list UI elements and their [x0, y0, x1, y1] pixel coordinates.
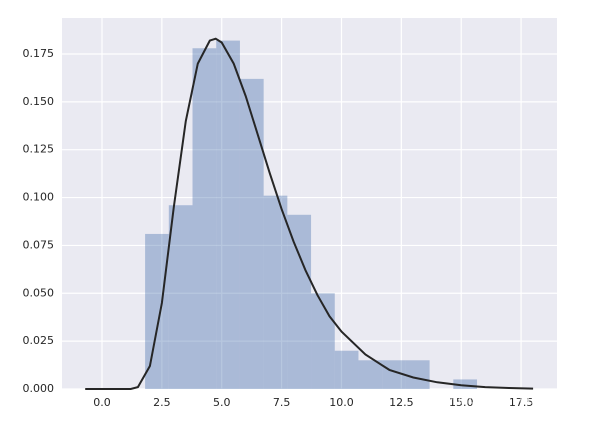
bar	[263, 195, 288, 389]
y-tick-label: 0.000	[23, 382, 55, 395]
x-tick-label: 0.0	[93, 396, 111, 409]
x-tick-label: 10.0	[329, 396, 354, 409]
bar	[382, 360, 406, 389]
x-tick-label: 12.5	[389, 396, 414, 409]
bar	[192, 48, 217, 390]
y-tick-label: 0.150	[23, 95, 55, 108]
x-tick-label: 2.5	[153, 396, 171, 409]
y-tick-label: 0.025	[23, 334, 55, 347]
bar	[453, 379, 478, 389]
x-tick-label: 7.5	[273, 396, 291, 409]
y-tick-label: 0.175	[23, 47, 55, 60]
x-tick-label: 17.5	[509, 396, 534, 409]
x-tick-label: 5.0	[213, 396, 231, 409]
bar	[287, 214, 312, 389]
y-tick-label: 0.050	[23, 286, 55, 299]
watermark: https://blog.csdn.net/tzyyy1	[415, 393, 583, 407]
y-tick-label: 0.075	[23, 238, 55, 251]
bar	[311, 293, 335, 389]
density-curve	[85, 37, 534, 390]
bar	[216, 40, 240, 390]
bar	[145, 233, 169, 389]
bar	[334, 350, 359, 389]
y-tick-label: 0.125	[23, 143, 55, 156]
bar	[239, 78, 264, 389]
x-tick-label: 15.0	[449, 396, 474, 409]
bar	[405, 360, 430, 389]
bar	[168, 205, 193, 389]
plot-background	[62, 18, 557, 389]
bar	[358, 360, 383, 389]
y-tick-label: 0.100	[23, 191, 55, 204]
